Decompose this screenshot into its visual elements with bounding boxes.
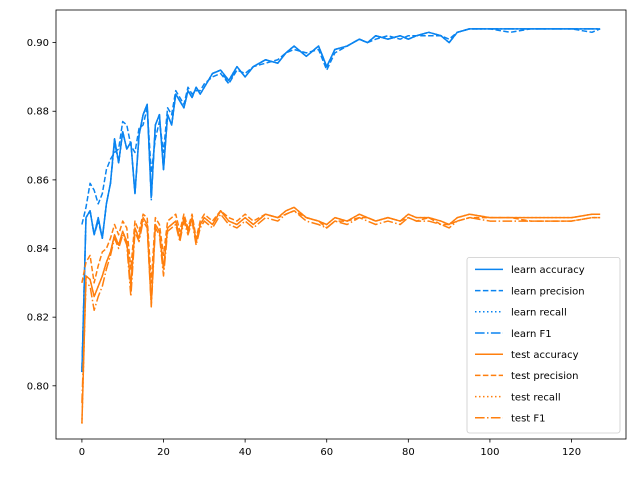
x-axis: 0 20 40 60 80 100 120 xyxy=(79,439,581,458)
legend-label: test accuracy xyxy=(511,350,579,361)
x-tick-label: 20 xyxy=(157,447,170,458)
x-tick-label: 60 xyxy=(320,447,333,458)
y-tick-label: 0.84 xyxy=(27,244,49,255)
x-tick-label: 40 xyxy=(239,447,252,458)
legend-label: test F1 xyxy=(511,414,546,425)
y-tick-label: 0.88 xyxy=(27,107,49,118)
y-tick-label: 0.86 xyxy=(27,175,49,186)
series-layer xyxy=(81,28,601,424)
series-line-test-precision xyxy=(81,210,601,284)
legend-label: learn accuracy xyxy=(511,265,585,276)
x-tick-label: 80 xyxy=(402,447,415,458)
series-line-learn-precision xyxy=(81,28,601,225)
legend: learn accuracy learn precision learn recal… xyxy=(466,256,621,434)
x-tick-label: 0 xyxy=(79,447,85,458)
y-tick-label: 0.90 xyxy=(27,38,49,49)
y-tick-label: 0.82 xyxy=(27,313,49,324)
y-tick-label: 0.80 xyxy=(27,381,49,392)
y-axis: 0.80 0.82 0.84 0.86 0.88 0.90 xyxy=(27,38,56,392)
legend-label: learn recall xyxy=(511,308,567,319)
series-line-learn-f1 xyxy=(81,28,601,373)
legend-label: test recall xyxy=(511,392,561,403)
series-line-test-f1 xyxy=(81,210,601,403)
legend-box xyxy=(466,256,621,434)
legend-label: learn precision xyxy=(511,286,585,297)
x-tick-label: 100 xyxy=(480,447,499,458)
x-tick-label: 120 xyxy=(562,447,581,458)
legend-label: learn F1 xyxy=(511,329,552,340)
axes-frame xyxy=(55,9,627,440)
legend-label: test precision xyxy=(511,371,579,382)
